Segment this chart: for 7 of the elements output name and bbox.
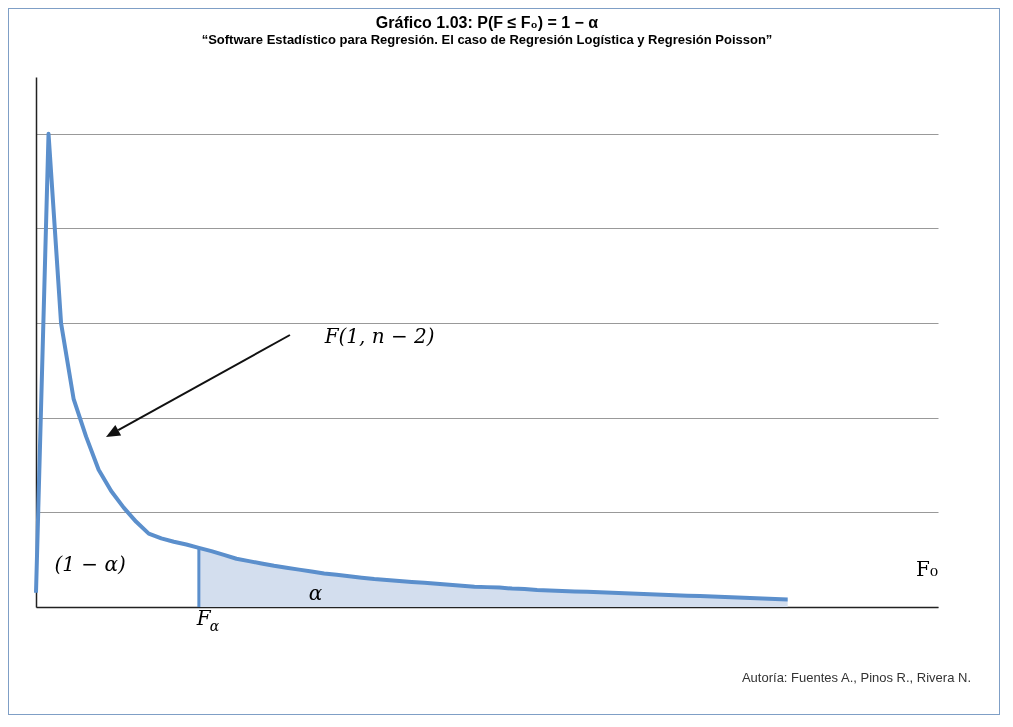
- chart-title: Gráfico 1.03: P(F ≤ F₀) = 1 − α: [375, 14, 599, 31]
- annotation: F(1, n − 2): [323, 323, 435, 348]
- annotation: α: [308, 580, 323, 605]
- text: F₀: [916, 556, 938, 581]
- text: Autoría: Fuentes A., Pinos R., Rivera N.: [9, 670, 999, 685]
- chart-subtitle: “Software Estadístico para Regresión. El caso de Regresión Logística y Regresión Poisson”: [201, 32, 773, 47]
- annotation: (1 − α): [54, 551, 126, 576]
